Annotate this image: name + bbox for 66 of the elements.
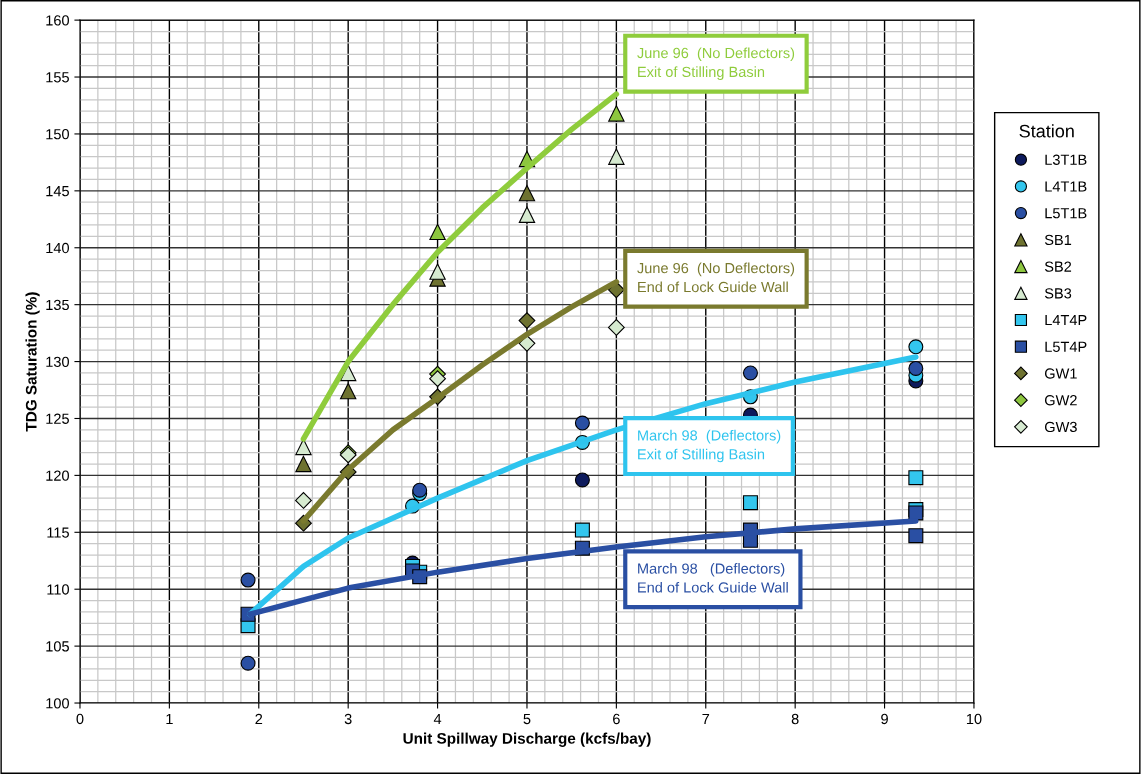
x-tick-label: 0 — [76, 713, 84, 725]
point — [608, 105, 625, 122]
x-tick-label: 4 — [433, 713, 442, 725]
y-tick-label: 160 — [46, 15, 69, 26]
y-tick-label: 120 — [46, 470, 69, 481]
legend-title: Station — [1019, 124, 1074, 138]
x-tick-label: 5 — [523, 713, 531, 725]
legend-label: L5T4P — [1045, 341, 1087, 352]
y-axis-title: TDG Saturation (%) — [25, 292, 40, 432]
x-tick-label: 8 — [791, 713, 799, 725]
series-label: June 96 (No Deflectors) End of Lock Guide Wall — [637, 262, 795, 293]
y-tick-label: 100 — [46, 698, 69, 709]
legend-label: SB3 — [1044, 288, 1072, 299]
point — [518, 206, 536, 223]
series-label: March 98 (Deflectors) End of Lock Guide Wall — [638, 563, 788, 593]
point — [240, 572, 256, 588]
x-tick-label: 7 — [702, 713, 710, 725]
point — [742, 495, 758, 511]
y-tick-label: 110 — [47, 584, 69, 595]
legend-label: L5T1B — [1045, 208, 1087, 219]
point — [608, 148, 625, 165]
point — [908, 339, 924, 355]
point — [574, 472, 590, 488]
x-axis-title: Unit Spillway Discharge (kcfs/bay) — [403, 732, 651, 747]
x-tick-label: 6 — [613, 713, 620, 725]
legend-label: L3T1B — [1045, 154, 1087, 165]
legend-label: L4T4P — [1045, 315, 1087, 326]
point — [295, 455, 312, 473]
y-tick-label: 145 — [46, 186, 69, 197]
y-tick-label: 130 — [46, 356, 69, 367]
point — [574, 522, 590, 538]
y-tick-label: 105 — [46, 641, 69, 652]
point — [518, 312, 536, 330]
y-tick-label: 150 — [46, 129, 69, 140]
point — [574, 415, 590, 431]
y-tick-label: 140 — [46, 242, 69, 254]
point — [339, 382, 357, 400]
x-tick-label: 10 — [966, 713, 982, 725]
series-label: June 96 (No Deflectors) Exit of Stilling Basin — [637, 47, 795, 80]
point — [607, 319, 625, 336]
x-tick-label: 3 — [344, 713, 352, 725]
legend-label: GW1 — [1044, 368, 1077, 379]
legend-label: GW2 — [1044, 395, 1077, 406]
point — [295, 492, 312, 509]
y-tick-label: 115 — [47, 527, 69, 538]
x-tick-label: 1 — [166, 713, 173, 725]
y-tick-label: 155 — [46, 72, 69, 83]
point — [429, 370, 446, 388]
point — [412, 482, 428, 498]
x-tick-label: 2 — [255, 713, 263, 725]
legend-label: L4T1B — [1045, 181, 1087, 192]
point — [908, 470, 924, 486]
point — [908, 528, 924, 544]
point — [429, 223, 446, 241]
x-tick-label: 9 — [881, 713, 888, 725]
point — [908, 360, 924, 376]
point — [429, 263, 446, 280]
point — [518, 184, 536, 202]
legend-label: SB1 — [1044, 234, 1072, 246]
legend-label: GW3 — [1044, 421, 1077, 433]
y-tick-label: 125 — [46, 413, 69, 424]
series-label: March 98 (Deflectors) Exit of Stilling Basin — [638, 429, 781, 463]
y-tick-label: 135 — [46, 299, 69, 311]
legend-label: SB2 — [1044, 261, 1072, 272]
point — [240, 655, 256, 671]
point — [742, 365, 758, 381]
